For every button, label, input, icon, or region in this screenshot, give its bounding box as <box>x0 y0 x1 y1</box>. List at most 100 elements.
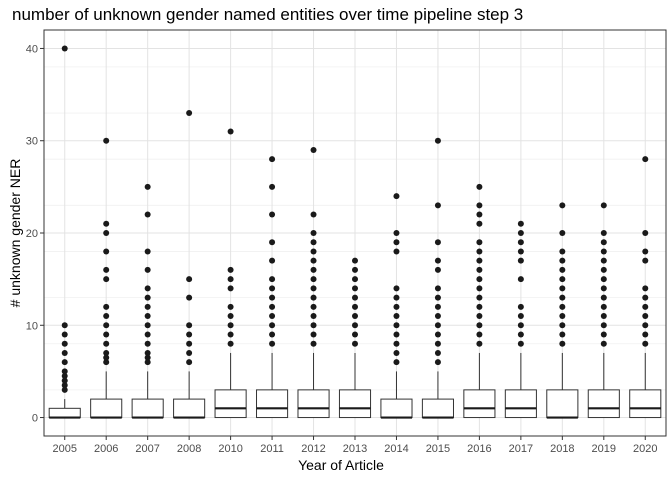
outlier-point <box>393 294 400 301</box>
outlier-point <box>227 276 234 283</box>
outlier-point <box>600 266 607 273</box>
outlier-point <box>186 294 193 301</box>
outlier-point <box>642 230 649 236</box>
box <box>48 407 81 419</box>
outlier-point <box>144 285 151 292</box>
outlier-point <box>61 45 68 52</box>
outlier-point <box>434 257 441 264</box>
outlier-point <box>352 331 358 338</box>
outlier-point <box>186 340 193 347</box>
outlier-point <box>476 322 483 329</box>
box <box>256 389 289 419</box>
outlier-point <box>269 331 276 338</box>
x-tick-label: 2014 <box>384 443 408 455</box>
outlier-point <box>434 340 441 347</box>
outlier-point <box>269 156 276 163</box>
outlier-point <box>393 248 400 255</box>
outlier-point <box>310 331 317 338</box>
outlier-point <box>476 202 483 209</box>
outlier-point <box>476 294 483 301</box>
chart-title: number of unknown gender named entities … <box>12 5 523 24</box>
outlier-point <box>434 313 441 320</box>
outlier-point <box>310 340 317 347</box>
box <box>338 389 372 419</box>
outlier-point <box>186 359 193 366</box>
outlier-point <box>310 285 317 292</box>
outlier-point <box>642 331 649 338</box>
outlier-point <box>103 276 110 283</box>
outlier-point <box>61 373 68 380</box>
outlier-point <box>310 303 317 310</box>
box <box>90 398 123 419</box>
outlier-point <box>186 322 193 329</box>
outlier-point <box>559 294 566 301</box>
outlier-point <box>517 248 524 255</box>
outlier-point <box>600 239 607 246</box>
box <box>214 389 247 419</box>
outlier-point <box>310 313 317 320</box>
outlier-point <box>393 349 400 356</box>
outlier-point <box>144 211 151 218</box>
box <box>463 389 496 419</box>
outlier-point <box>517 230 524 236</box>
outlier-point <box>352 276 358 283</box>
outlier-point <box>144 359 151 366</box>
outlier-point <box>269 313 276 320</box>
outlier-point <box>559 285 566 292</box>
outlier-point <box>559 340 566 347</box>
outlier-point <box>310 276 317 283</box>
outlier-point <box>642 340 649 347</box>
outlier-point <box>434 239 441 246</box>
outlier-point <box>642 257 649 264</box>
outlier-point <box>600 331 607 338</box>
outlier-point <box>559 313 566 320</box>
outlier-point <box>600 322 607 329</box>
outlier-point <box>642 156 649 163</box>
outlier-point <box>269 285 276 292</box>
outlier-point <box>103 349 110 356</box>
outlier-point <box>559 248 566 255</box>
outlier-point <box>186 110 193 117</box>
outlier-point <box>476 340 483 347</box>
outlier-point <box>476 303 483 310</box>
outlier-point <box>517 322 524 329</box>
outlier-point <box>517 276 524 283</box>
outlier-point <box>600 202 607 209</box>
outlier-point <box>103 248 110 255</box>
outlier-point <box>517 239 524 246</box>
outlier-point <box>476 248 483 255</box>
outlier-point <box>517 257 524 264</box>
outlier-point <box>227 285 234 292</box>
box <box>131 398 164 419</box>
outlier-point <box>517 340 524 347</box>
outlier-point <box>352 322 358 329</box>
outlier-point <box>61 377 68 384</box>
outlier-point <box>103 322 110 329</box>
outlier-point <box>186 349 193 356</box>
x-tick-label: 2011 <box>260 443 284 455</box>
outlier-point <box>476 313 483 320</box>
x-tick-label: 2005 <box>52 443 76 455</box>
outlier-point <box>61 386 68 393</box>
outlier-point <box>310 266 317 273</box>
outlier-point <box>61 382 68 389</box>
x-tick-label: 2010 <box>218 443 242 455</box>
outlier-point <box>144 294 151 301</box>
outlier-point <box>144 266 151 273</box>
outlier-point <box>269 276 276 283</box>
outlier-point <box>352 313 358 320</box>
outlier-point <box>310 211 317 218</box>
outlier-point <box>352 285 358 292</box>
x-tick-label: 2017 <box>509 443 533 455</box>
box <box>587 389 620 419</box>
y-tick-label: 0 <box>32 413 38 425</box>
panel-border <box>43 29 667 437</box>
outlier-point <box>476 211 483 218</box>
outlier-point <box>144 303 151 310</box>
outlier-point <box>476 331 483 338</box>
outlier-point <box>642 285 649 292</box>
outlier-point <box>393 359 400 366</box>
box <box>380 398 413 419</box>
outlier-point <box>310 322 317 329</box>
outlier-point <box>393 331 400 338</box>
